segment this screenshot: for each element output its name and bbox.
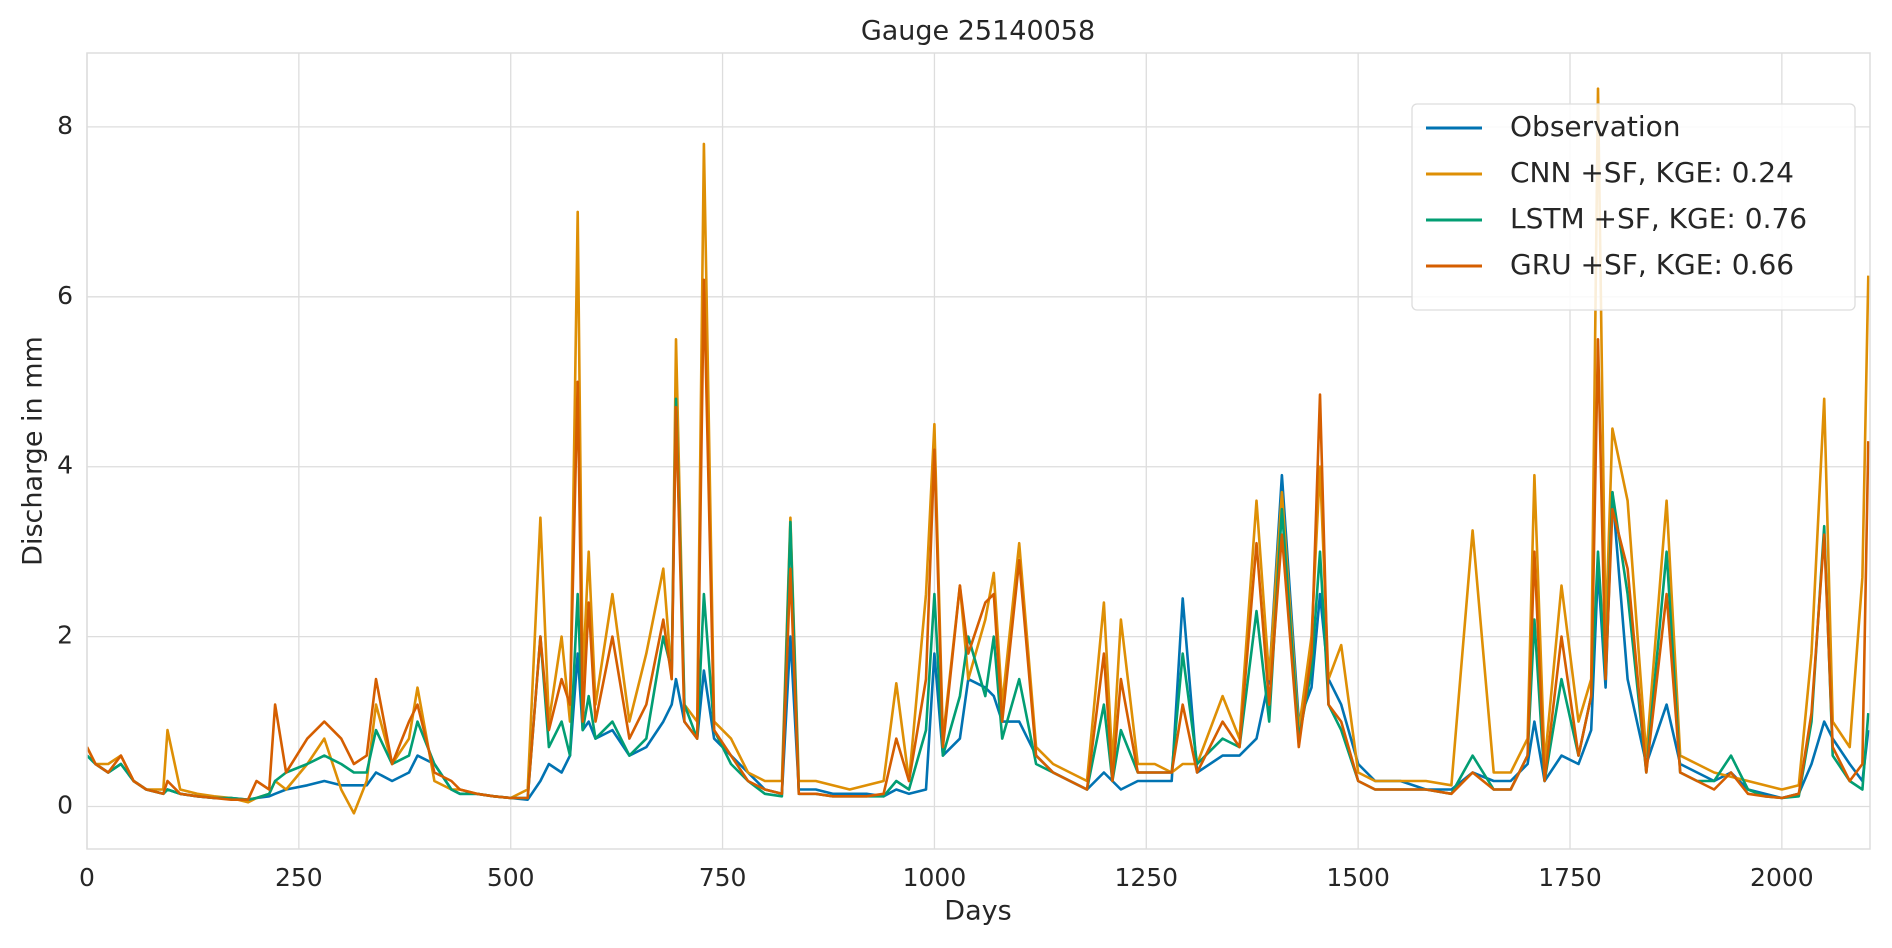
legend-label: Observation — [1510, 110, 1681, 143]
legend-label: CNN +SF, KGE: 0.24 — [1510, 156, 1794, 189]
legend-box — [1411, 103, 1856, 311]
x-tick-label: 1250 — [1114, 863, 1178, 892]
plot-frame — [86, 52, 1871, 850]
x-tick-label: 750 — [699, 863, 747, 892]
series-line — [87, 397, 1870, 801]
y-tick-label: 8 — [57, 111, 73, 140]
chart-title: Gauge 25140058 — [861, 16, 1095, 47]
y-tick-label: 6 — [57, 281, 73, 310]
x-tick-label: 2000 — [1750, 863, 1814, 892]
x-tick-label: 1000 — [903, 863, 967, 892]
series-line — [87, 278, 1870, 801]
x-tick-label: 1750 — [1538, 863, 1602, 892]
x-axis-label: Days — [944, 896, 1011, 927]
y-tick-label: 2 — [57, 621, 73, 650]
series-line — [87, 473, 1870, 801]
x-tick-label: 0 — [79, 863, 95, 892]
y-tick-label: 0 — [57, 791, 73, 820]
x-tick-label: 500 — [487, 863, 535, 892]
y-tick-label: 4 — [57, 451, 73, 480]
legend-label: GRU +SF, KGE: 0.66 — [1510, 248, 1794, 281]
x-tick-label: 1500 — [1326, 863, 1390, 892]
x-tick-label: 250 — [275, 863, 323, 892]
y-axis-label: Discharge in mm — [18, 336, 49, 566]
legend-label: LSTM +SF, KGE: 0.76 — [1510, 202, 1807, 235]
